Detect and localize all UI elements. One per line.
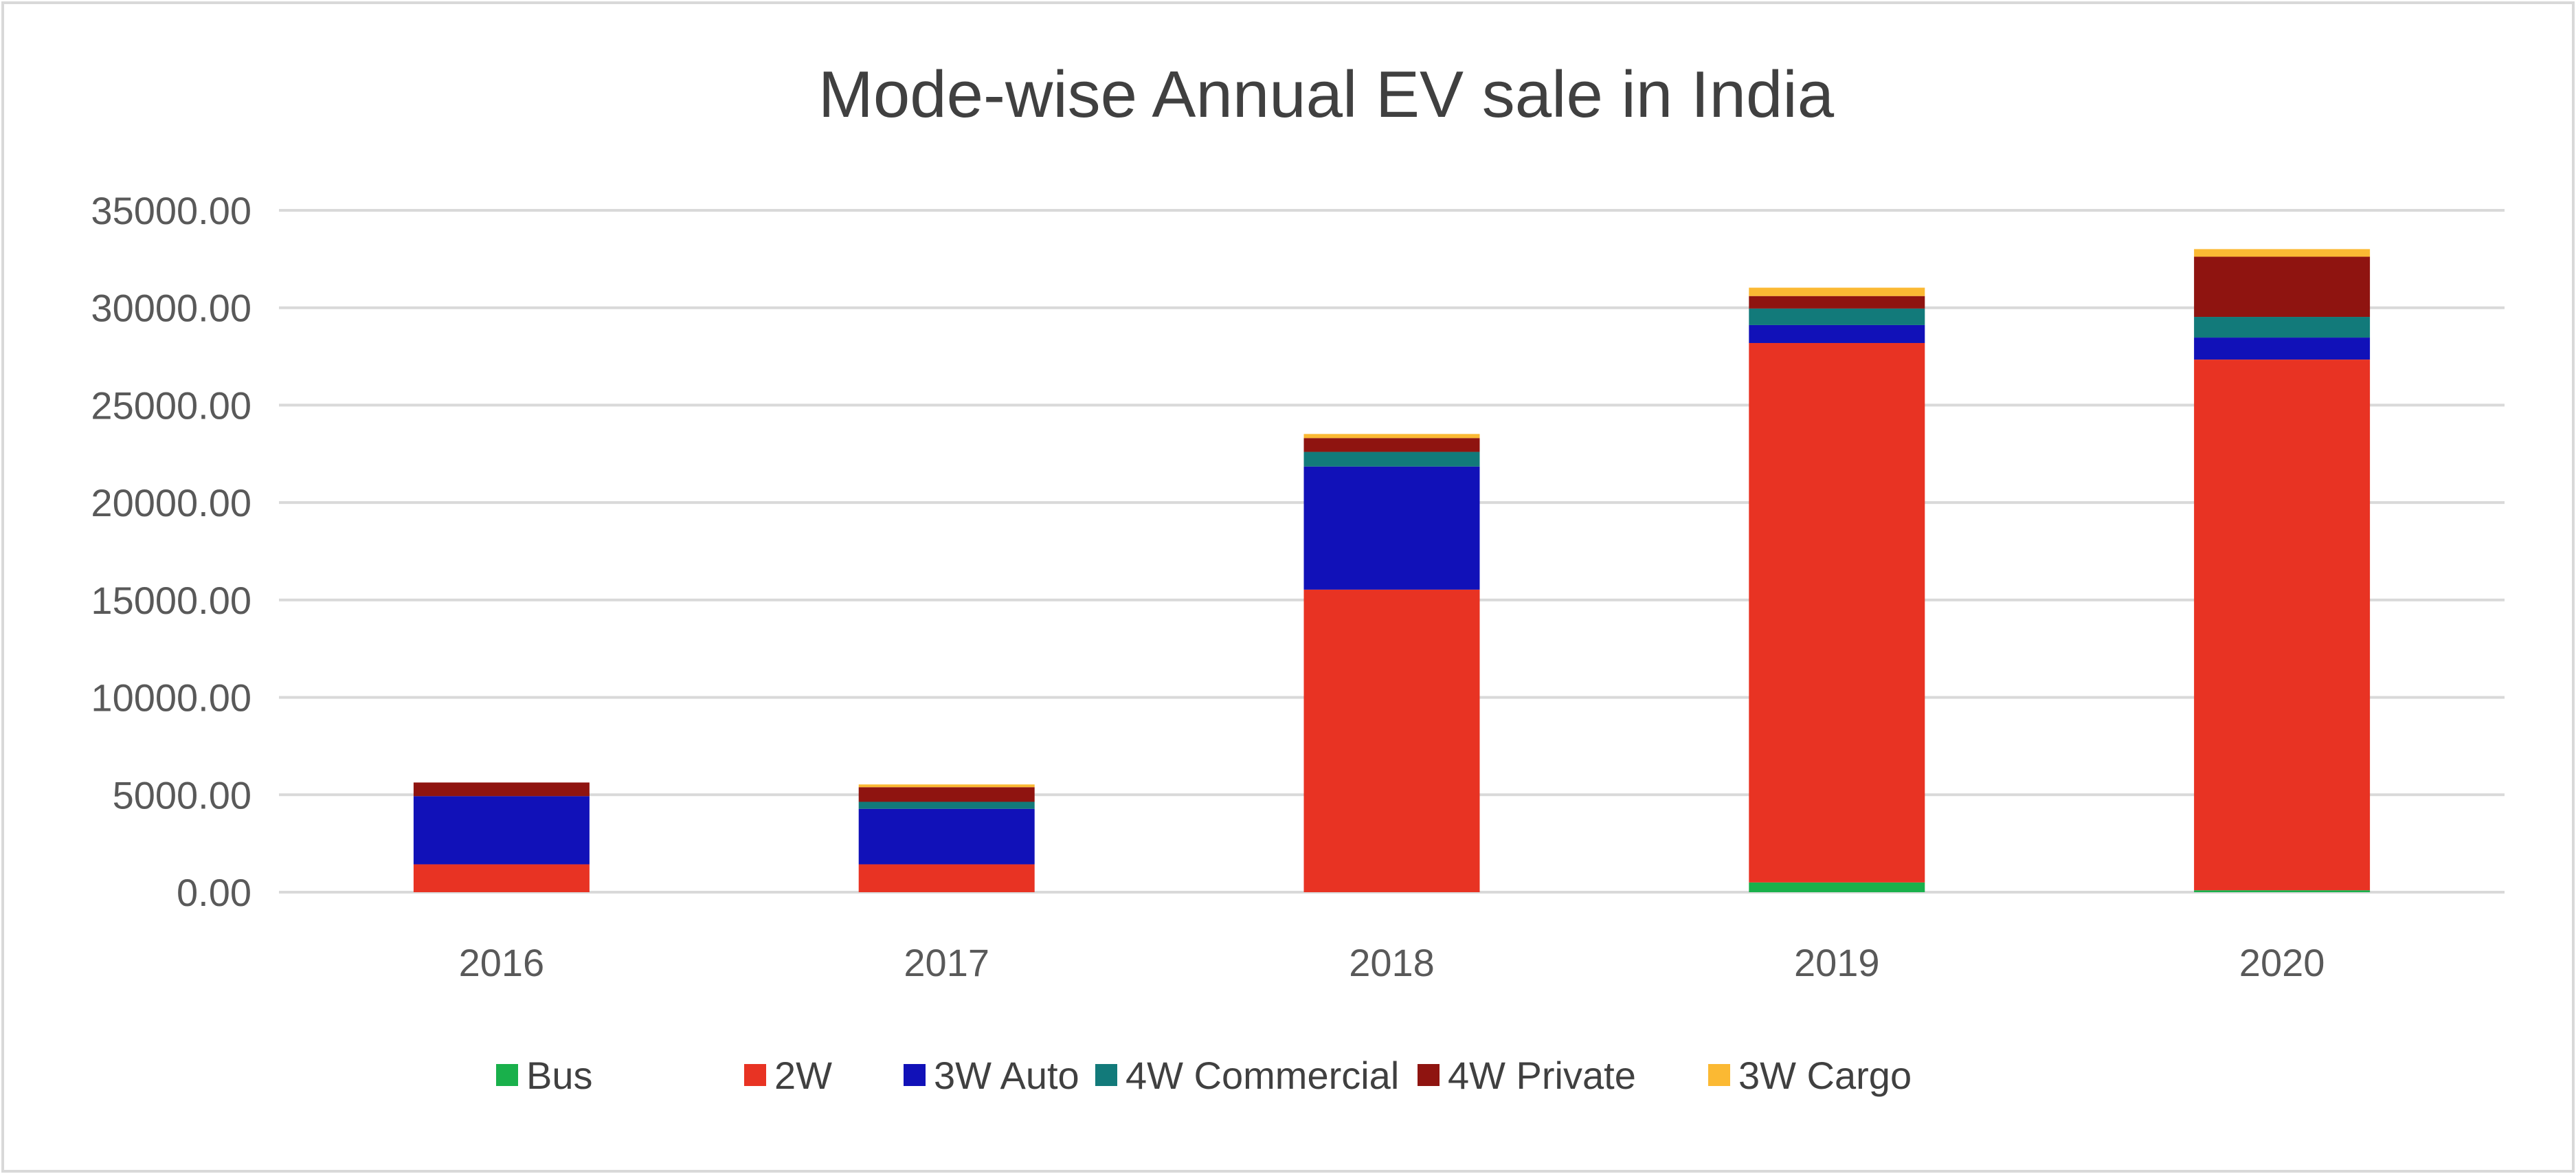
legend-marker-4w-private <box>1418 1064 1440 1086</box>
y-tick-label: 25000.00 <box>91 384 251 427</box>
bar-segment-3w-auto-2016 <box>413 796 590 865</box>
bar-segment-3w-cargo-2017 <box>858 784 1035 788</box>
bar-segment-4w-private-2016 <box>413 782 590 797</box>
bar-segment-4w-private-2018 <box>1303 438 1480 452</box>
bar-segment-4w-private-2017 <box>858 787 1035 802</box>
bar-segment-3w-cargo-2019 <box>1749 287 1925 296</box>
bar-segment-3w-auto-2020 <box>2194 337 2371 360</box>
x-tick-label: 2018 <box>1349 941 1435 984</box>
legend-marker-4w-commercial <box>1095 1064 1117 1086</box>
x-tick-label: 2017 <box>904 941 989 984</box>
bar-segment-2w-2019 <box>1749 343 1925 883</box>
bar-segment-bus-2019 <box>1749 882 1925 892</box>
bar-segment-4w-private-2020 <box>2194 256 2371 318</box>
legend-marker-3w-auto <box>904 1064 926 1086</box>
y-tick-label: 0.00 <box>177 871 251 914</box>
x-tick-label: 2019 <box>1794 941 1880 984</box>
bar-segment-3w-auto-2019 <box>1749 324 1925 344</box>
x-tick-label: 2020 <box>2239 941 2325 984</box>
bar-segment-3w-cargo-2020 <box>2194 249 2371 257</box>
legend-label-3w-auto: 3W Auto <box>934 1054 1079 1097</box>
legend-marker-2w <box>744 1064 766 1086</box>
bar-segment-bus-2020 <box>2194 890 2371 892</box>
bar-segment-4w-commercial-2018 <box>1303 452 1480 467</box>
y-tick-label: 20000.00 <box>91 481 251 524</box>
bar-segment-3w-auto-2018 <box>1303 466 1480 590</box>
y-tick-label: 35000.00 <box>91 189 251 232</box>
bar-segment-3w-cargo-2018 <box>1303 434 1480 439</box>
legend-label-bus: Bus <box>526 1054 593 1097</box>
chart-title: Mode-wise Annual EV sale in India <box>818 58 1835 131</box>
bar-segment-4w-private-2019 <box>1749 296 1925 309</box>
bar-segment-4w-commercial-2017 <box>858 801 1035 809</box>
bar-segment-2w-2016 <box>413 864 590 892</box>
legend-label-4w-commercial: 4W Commercial <box>1125 1054 1399 1097</box>
bar-segment-3w-auto-2017 <box>858 808 1035 865</box>
legend-label-3w-cargo: 3W Cargo <box>1738 1054 1912 1097</box>
legend-label-2w: 2W <box>774 1054 832 1097</box>
legend-label-4w-private: 4W Private <box>1448 1054 1636 1097</box>
y-tick-label: 30000.00 <box>91 287 251 330</box>
y-tick-label: 10000.00 <box>91 676 251 720</box>
legend-marker-3w-cargo <box>1708 1064 1730 1086</box>
y-tick-label: 15000.00 <box>91 579 251 622</box>
bar-segment-4w-commercial-2019 <box>1749 308 1925 325</box>
x-tick-label: 2016 <box>459 941 545 984</box>
y-tick-label: 5000.00 <box>113 773 251 817</box>
bar-segment-2w-2020 <box>2194 359 2371 891</box>
bar-segment-4w-commercial-2020 <box>2194 317 2371 338</box>
bar-segment-2w-2017 <box>858 864 1035 892</box>
legend-marker-bus <box>496 1064 518 1086</box>
bar-segment-2w-2018 <box>1303 589 1480 892</box>
